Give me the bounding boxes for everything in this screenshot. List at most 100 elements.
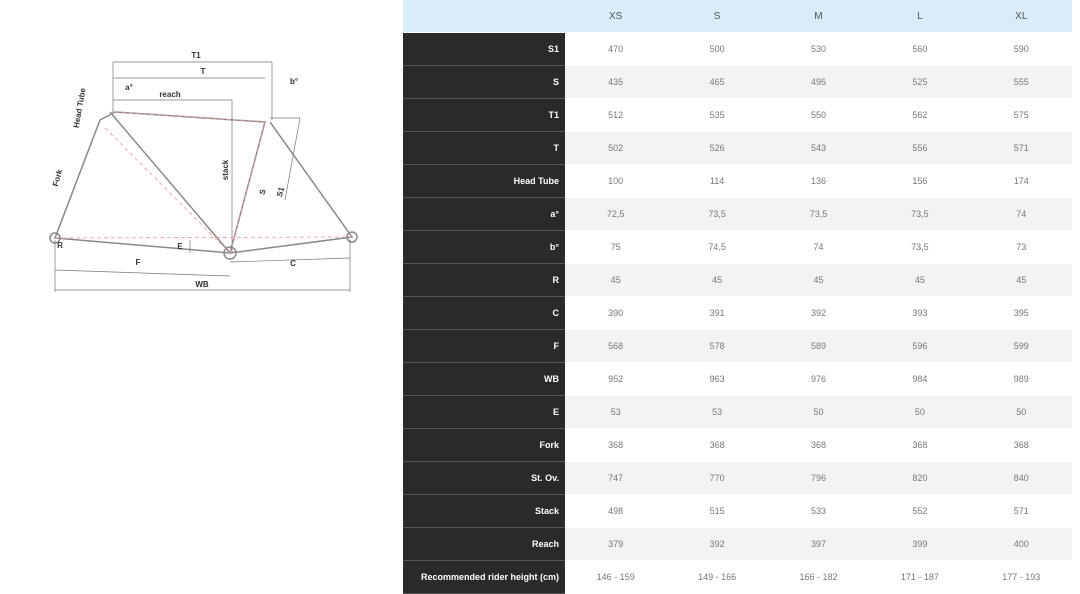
label: Head Tube xyxy=(72,87,88,129)
cell: 368 xyxy=(767,428,870,462)
cell: 596 xyxy=(869,329,971,363)
cell: 568 xyxy=(565,329,667,363)
cell: 820 xyxy=(869,461,971,495)
table-row: Recommended rider height (cm) 146 - 159 14… xyxy=(403,560,1072,594)
cell: 392 xyxy=(767,296,870,330)
table-row: C 390 391 392 393 395 xyxy=(403,296,1072,330)
cell: 395 xyxy=(970,296,1072,330)
cell: 392 xyxy=(666,527,768,561)
label: S xyxy=(258,188,268,196)
cell: 562 xyxy=(869,98,971,132)
cell: 368 xyxy=(970,428,1072,462)
cell: 45 xyxy=(767,263,870,297)
cell: 552 xyxy=(869,494,971,528)
cell: 75 xyxy=(565,230,667,264)
cell: 747 xyxy=(565,461,667,495)
cell: 984 xyxy=(869,362,971,396)
cell: 73,5 xyxy=(869,197,971,231)
row-label: Fork xyxy=(403,428,565,462)
cell: 500 xyxy=(666,32,768,66)
label: F xyxy=(136,258,141,267)
cell: 526 xyxy=(666,131,768,165)
cell: 435 xyxy=(565,65,667,99)
centerlines xyxy=(54,111,353,254)
cell: 136 xyxy=(767,164,870,198)
cell: 963 xyxy=(666,362,768,396)
cell: 543 xyxy=(767,131,870,165)
label: E xyxy=(177,242,183,251)
row-label: Reach xyxy=(403,527,565,561)
cell: 515 xyxy=(666,494,768,528)
cell: 530 xyxy=(767,32,870,66)
table-row: Head Tube 100 114 136 156 174 xyxy=(403,164,1072,198)
cell: 177 - 193 xyxy=(970,560,1072,594)
cell: 390 xyxy=(565,296,667,330)
table-row: Reach 379 392 397 399 400 xyxy=(403,527,1072,561)
label: WB xyxy=(195,280,209,289)
cell: 952 xyxy=(565,362,667,396)
cell: 146 - 159 xyxy=(565,560,667,594)
cell: 599 xyxy=(970,329,1072,363)
corner xyxy=(403,0,565,33)
frame xyxy=(49,111,358,260)
geometry-table: XS S M L XL S1 470 500 530 560 590 S 435 465 495 525 55… xyxy=(403,0,1072,594)
table-row: S1 470 500 530 560 590 xyxy=(403,32,1072,66)
cell: 575 xyxy=(970,98,1072,132)
cell: 589 xyxy=(767,329,870,363)
cell: 465 xyxy=(666,65,768,99)
cell: 45 xyxy=(970,263,1072,297)
header-row: XS S M L XL xyxy=(403,0,1072,33)
label: T1 xyxy=(191,51,201,60)
cell: 50 xyxy=(970,395,1072,429)
cell: 571 xyxy=(970,494,1072,528)
cell: 45 xyxy=(869,263,971,297)
row-label: Stack xyxy=(403,494,565,528)
row-label: T1 xyxy=(403,98,565,132)
table-row: Fork 368 368 368 368 368 xyxy=(403,428,1072,462)
table-row: WB 952 963 976 984 989 xyxy=(403,362,1072,396)
cell: 399 xyxy=(869,527,971,561)
row-label: b° xyxy=(403,230,565,264)
cell: 50 xyxy=(767,395,870,429)
table-row: a° 72,5 73,5 73,5 73,5 74 xyxy=(403,197,1072,231)
label: b° xyxy=(290,77,298,86)
cell: 796 xyxy=(767,461,870,495)
column-header: S xyxy=(666,0,768,33)
label: S1 xyxy=(275,185,286,197)
cell: 72,5 xyxy=(565,197,667,231)
label: a° xyxy=(125,83,133,92)
row-label: C xyxy=(403,296,565,330)
cell: 73,5 xyxy=(767,197,870,231)
table-body: S1 470 500 530 560 590 S 435 465 495 525 555 T1 512 53… xyxy=(403,32,1072,594)
cell: 989 xyxy=(970,362,1072,396)
cell: 560 xyxy=(869,32,971,66)
cell: 149 - 166 xyxy=(666,560,768,594)
column-header: M xyxy=(767,0,870,33)
cell: 578 xyxy=(666,329,768,363)
row-label: a° xyxy=(403,197,565,231)
cell: 73 xyxy=(970,230,1072,264)
column-header: XS xyxy=(565,0,667,33)
cell: 379 xyxy=(565,527,667,561)
cell: 174 xyxy=(970,164,1072,198)
column-header: L xyxy=(869,0,971,33)
row-label: S xyxy=(403,65,565,99)
table-row: Stack 498 515 533 552 571 xyxy=(403,494,1072,528)
cell: 114 xyxy=(666,164,768,198)
row-label: E xyxy=(403,395,565,429)
cell: 50 xyxy=(869,395,971,429)
label: Fork xyxy=(51,168,64,188)
table-row: S 435 465 495 525 555 xyxy=(403,65,1072,99)
cell: 53 xyxy=(666,395,768,429)
cell: 470 xyxy=(565,32,667,66)
cell: 840 xyxy=(970,461,1072,495)
cell: 502 xyxy=(565,131,667,165)
cell: 166 - 182 xyxy=(767,560,870,594)
cell: 74 xyxy=(970,197,1072,231)
table-row: E 53 53 50 50 50 xyxy=(403,395,1072,429)
frame-diagram: T1 T a° b° reach Head Tube Fork stack S … xyxy=(49,51,358,292)
cell: 535 xyxy=(666,98,768,132)
cell: 73,5 xyxy=(869,230,971,264)
cell: 100 xyxy=(565,164,667,198)
